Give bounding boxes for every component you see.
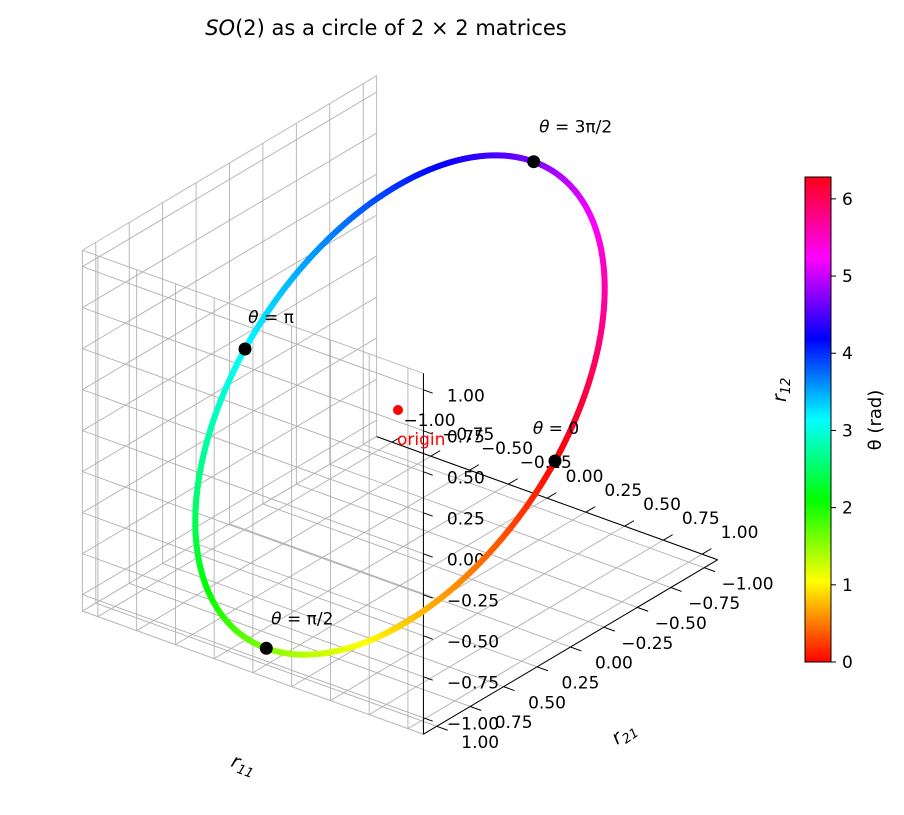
x-tick <box>431 451 440 457</box>
x-tick <box>508 479 517 485</box>
x-tick <box>547 493 556 499</box>
z-tick-label: −0.25 <box>447 591 499 611</box>
grid-line-floor-y <box>296 484 637 607</box>
y-tick-label: 1.00 <box>461 733 499 753</box>
chart-title-rest: (2) as a circle of 2 × 2 matrices <box>235 16 567 40</box>
marked-point <box>239 343 252 356</box>
x-tick-label: 0.00 <box>566 467 604 487</box>
z-tick-label: 1.00 <box>447 386 485 406</box>
y-tick <box>504 687 515 691</box>
colorbar-label: θ (rad) <box>865 390 886 451</box>
marked-point-label: θ = π <box>248 308 294 328</box>
z-tick-label: −1.00 <box>447 714 499 734</box>
colorbar-tick-label: 3 <box>842 421 853 441</box>
marked-point-label: θ = 0 <box>533 419 579 439</box>
so2-circle-curve <box>195 155 604 654</box>
x-tick <box>586 507 595 513</box>
z-tick <box>423 513 432 516</box>
x-tick <box>663 535 672 541</box>
z-tick <box>423 718 432 721</box>
x-tick-label: 1.00 <box>721 523 759 543</box>
y-tick <box>604 627 615 631</box>
colorbar-tick-label: 2 <box>842 499 853 519</box>
x-tick <box>702 549 711 555</box>
colorbar-ticks: 0 1 2 3 4 5 6 <box>831 190 853 673</box>
z-tick <box>423 472 432 475</box>
marked-point <box>527 155 540 168</box>
y-tick-label: −0.25 <box>621 634 673 654</box>
chart-title-italic: SO <box>205 16 235 40</box>
marked-point <box>260 642 273 655</box>
colorbar-tick-label: 0 <box>842 653 853 673</box>
z-tick-label: 0.50 <box>447 468 485 488</box>
colorbar-tick-label: 1 <box>842 576 853 596</box>
colorbar-tick-label: 4 <box>842 344 853 364</box>
colorbar-gradient <box>805 177 831 662</box>
z-tick-label: 0.75 <box>447 427 485 447</box>
marked-point-label: θ = 3π/2 <box>539 118 612 138</box>
x-tick-label: 0.75 <box>682 509 720 529</box>
x-tick-label: −0.25 <box>520 453 572 473</box>
x-tick-label: 0.25 <box>604 481 642 501</box>
y-tick <box>537 667 548 671</box>
colorbar-tick-label: 5 <box>842 267 853 287</box>
z-tick <box>423 390 432 393</box>
marked-point-label: θ = π/2 <box>271 609 333 629</box>
y-tick <box>671 588 682 592</box>
y-tick <box>571 647 582 651</box>
y-tick-label: −1.00 <box>722 574 774 594</box>
grid-line-floor-y <box>96 603 437 726</box>
z-tick <box>423 554 432 557</box>
z-tick <box>423 636 432 639</box>
x-tick <box>625 521 634 527</box>
grid-line-floor-y <box>129 583 470 706</box>
y-tick-label: 0.50 <box>528 693 566 713</box>
marked-point <box>549 455 562 468</box>
y-tick-label: 0.75 <box>495 713 533 733</box>
y-axis-label: r21 <box>607 717 641 751</box>
chart-title: SO(2) as a circle of 2 × 2 matrices <box>205 16 567 40</box>
y-tick-label: 0.25 <box>562 674 600 694</box>
y-tick-label: −0.50 <box>655 614 707 634</box>
y-tick-label: 0.00 <box>595 654 633 674</box>
origin-point <box>393 405 403 415</box>
colorbar-tick-label: 6 <box>842 190 853 210</box>
y-tick <box>704 568 715 572</box>
y-tick-label: −0.75 <box>688 594 740 614</box>
z-tick-label: 0.25 <box>447 509 485 529</box>
colorbar: 0 1 2 3 4 5 6 θ (rad) <box>805 177 886 673</box>
y-tick <box>470 706 481 710</box>
z-axis-label: r12 <box>769 378 794 402</box>
z-tick-label: −0.75 <box>447 673 499 693</box>
origin-label: origin <box>397 430 445 450</box>
x-axis-label: r11 <box>227 750 258 782</box>
x-tick-label: 0.50 <box>643 495 681 515</box>
y-tick <box>637 607 648 611</box>
z-tick-label: −0.50 <box>447 632 499 652</box>
